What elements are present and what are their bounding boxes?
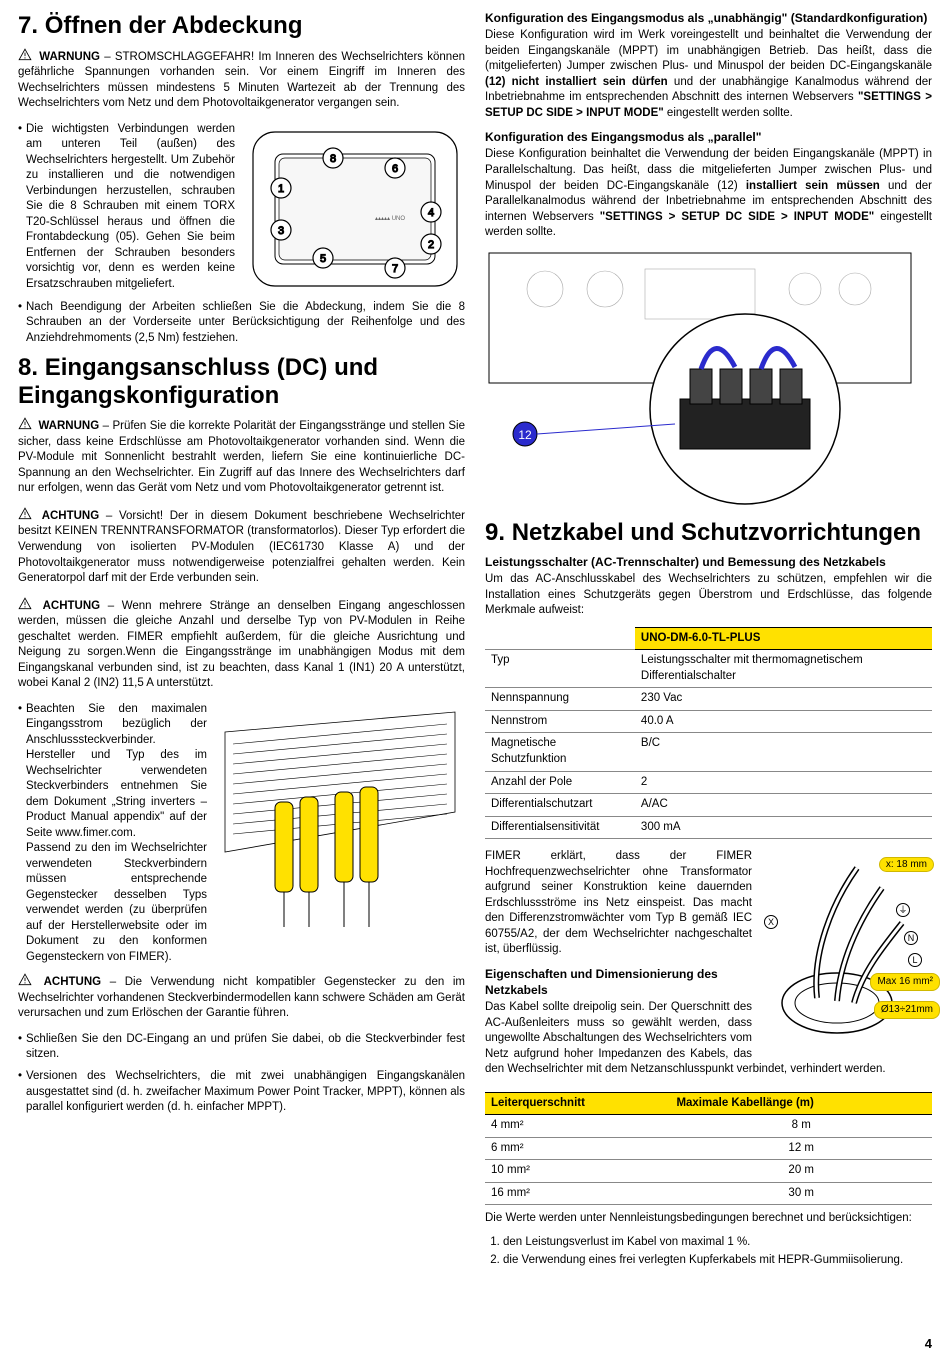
table-row: Magnetische SchutzfunktionB/C (485, 733, 932, 771)
breaker-spec-table: UNO-DM-6.0-TL-PLUS TypLeistungsschalter … (485, 627, 932, 839)
sec7-b2: Nach Beendigung der Arbeiten schließen S… (18, 300, 465, 347)
tag-dia: Ø13÷21mm (874, 1001, 940, 1019)
table-row: 16 mm²30 m (485, 1182, 932, 1205)
sec8-b2: Schließen Sie den DC-Eingang an und prüf… (18, 1032, 465, 1063)
cfg-par-title: Konfiguration des Eingangsmodus als „par… (485, 129, 932, 145)
caution-icon (18, 597, 32, 611)
table-row: TypLeistungsschalter mit thermomagnetisc… (485, 650, 932, 688)
sec7-bullets: Die wichtigsten Verbindungen werden am u… (18, 122, 465, 347)
n-label: N (904, 931, 918, 945)
sec8-bullets-2: Schließen Sie den DC-Eingang an und prüf… (18, 1032, 465, 1116)
sec8-caution3: ACHTUNG – Die Verwendung nicht kompatibl… (18, 973, 465, 1022)
sec9-numlist: den Leistungsverlust im Kabel von maxima… (485, 1235, 932, 1269)
warn-label: WARNUNG (39, 51, 100, 63)
caut-label: ACHTUNG (43, 600, 101, 612)
table-row: 4 mm²8 m (485, 1115, 932, 1138)
sec8-warning: WARNUNG – Prüfen Sie die korrekte Polari… (18, 417, 465, 497)
cable-length-table: Leiterquerschnitt Maximale Kabellänge (m… (485, 1092, 932, 1206)
warning-icon (18, 48, 32, 62)
sec7-b1: Die wichtigsten Verbindungen werden am u… (18, 122, 465, 293)
earth-label: ⏚ (896, 903, 910, 917)
sec9-p4: Die Werte werden unter Nennleistungsbedi… (485, 1211, 932, 1227)
section-8-heading: 8. Eingangsanschluss (DC) und Eingangsko… (18, 354, 465, 409)
sec8-b1: Beachten Sie den maximalen Eingangsstrom… (18, 702, 465, 966)
sec7-num: 7. (18, 12, 38, 39)
caut-label: ACHTUNG (44, 976, 102, 988)
table-row: 10 mm²20 m (485, 1160, 932, 1183)
table-row: Anzahl der Pole2 (485, 771, 932, 794)
cfg-indep-title: Konfiguration des Eingangsmodus als „una… (485, 10, 932, 26)
table-row: 6 mm²12 m (485, 1137, 932, 1160)
sec9-title: Netzkabel und Schutzvorrichtungen (512, 519, 921, 546)
sec8-b3: Versionen des Wechselrichters, die mit z… (18, 1069, 465, 1116)
table-row: Differentialsensitivität300 mA (485, 816, 932, 839)
sec8-title: Eingangsanschluss (DC) und Eingangskonfi… (18, 354, 378, 409)
caution-icon (18, 507, 32, 521)
cfg-indep-text: Diese Konfiguration wird im Werk voreing… (485, 28, 932, 121)
tbl2-h2: Maximale Kabellänge (m) (670, 1092, 932, 1115)
sec9-li1: den Leistungsverlust im Kabel von maxima… (503, 1235, 932, 1251)
sec9-num: 9. (485, 519, 505, 546)
sec7-warning: WARNUNG – STROMSCHLAGGEFAHR! Im Inneren … (18, 48, 465, 112)
sec9-li2: die Verwendung eines frei verlegten Kupf… (503, 1253, 932, 1269)
sec7-title: Öffnen der Abdeckung (45, 12, 303, 39)
section-9-heading: 9. Netzkabel und Schutzvorrichtungen (485, 519, 932, 547)
sec8-caution1: ACHTUNG – Vorsicht! Der in diesem Dokume… (18, 507, 465, 587)
dc-jumper-figure: 12 (485, 249, 915, 509)
tag-max: Max 16 mm² (870, 973, 940, 991)
cfg-par-text: Diese Konfiguration beinhaltet die Verwe… (485, 147, 932, 240)
x-label: X (764, 915, 778, 929)
table-row: Nennstrom40.0 A (485, 710, 932, 733)
l-label: L (908, 953, 922, 967)
cable-figure: x: 18 mm ⏚ N L X Max 16 mm² Ø13÷21mm (762, 853, 932, 1047)
warn-label: WARNUNG (38, 420, 99, 432)
sec9-p1: Um das AC-Anschlusskabel des Wechselrich… (485, 572, 932, 619)
tag-strip: x: 18 mm (879, 857, 934, 872)
tbl2-h1: Leiterquerschnitt (485, 1092, 670, 1115)
caution-icon (18, 973, 32, 987)
sec8-caution2: ACHTUNG – Wenn mehrere Stränge an densel… (18, 597, 465, 692)
sec8-bullets-1: Beachten Sie den maximalen Eingangsstrom… (18, 702, 465, 966)
svg-text:12: 12 (518, 428, 532, 442)
section-7-heading: 7. Öffnen der Abdeckung (18, 12, 465, 40)
caut-label: ACHTUNG (42, 510, 100, 522)
page-number: 4 (925, 1335, 932, 1353)
table-row: Nennspannung230 Vac (485, 688, 932, 711)
caut-text: – Wenn mehrere Stränge an denselben Eing… (18, 600, 465, 690)
model-header: UNO-DM-6.0-TL-PLUS (635, 627, 932, 650)
sec9-sub1: Leistungsschalter (AC-Trennschalter) und… (485, 554, 932, 570)
sec8-num: 8. (18, 354, 38, 381)
warning-icon (18, 417, 32, 431)
table-row: DifferentialschutzartA/AC (485, 794, 932, 817)
